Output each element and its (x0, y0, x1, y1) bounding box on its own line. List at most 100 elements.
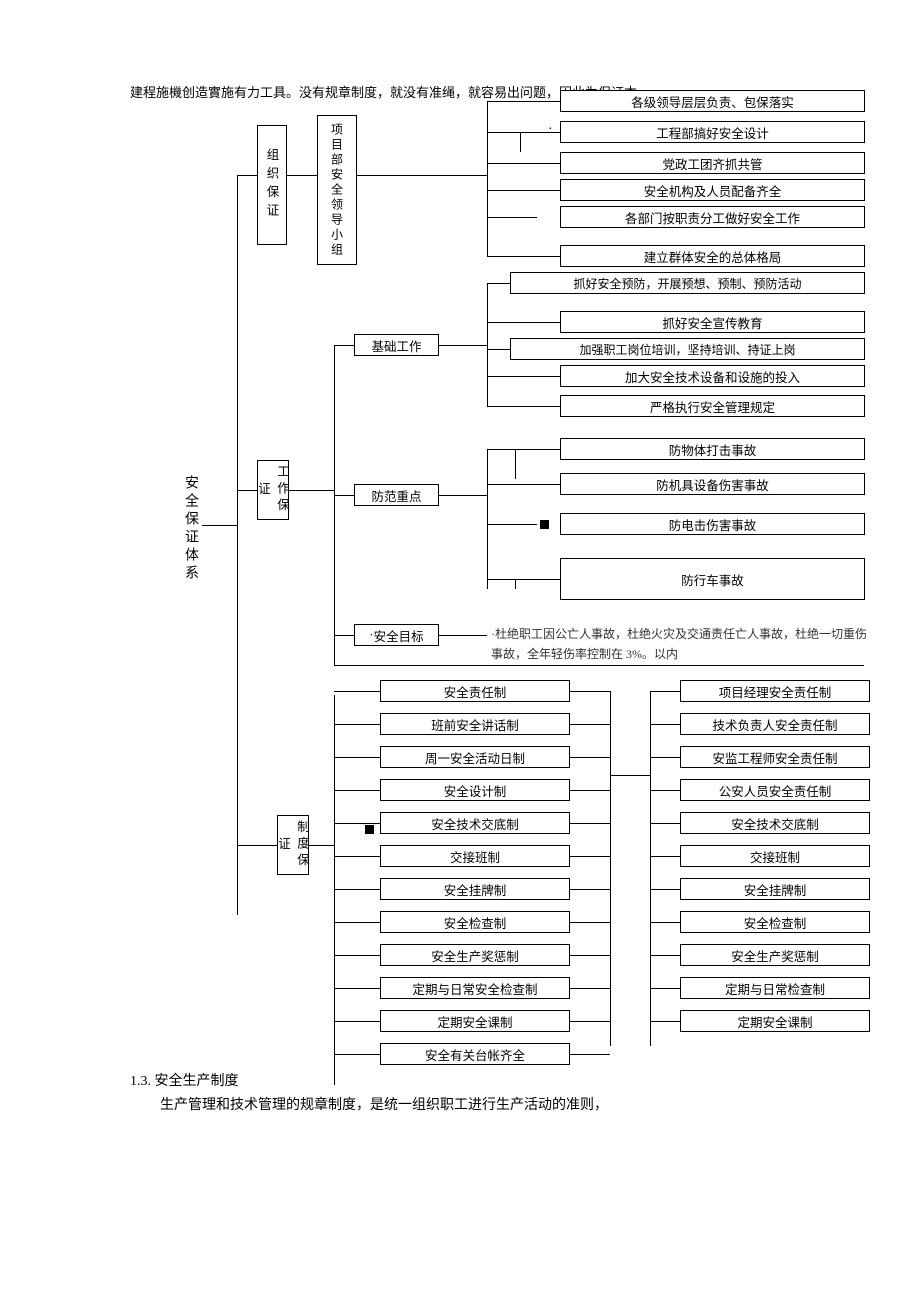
sys-left-item: 定期安全课制 (380, 1010, 570, 1032)
line (650, 922, 680, 923)
prevent-leaf: 防物体打击事故 (560, 438, 865, 460)
line (650, 757, 680, 758)
line (650, 988, 680, 989)
line (570, 988, 610, 989)
sys-left-item: 周一安全活动日制 (380, 746, 570, 768)
line (334, 495, 354, 496)
branch-org: 组织保证 (257, 125, 287, 245)
line (334, 856, 380, 857)
org-mid: 项目部安全领导小组 (317, 115, 357, 265)
section-133-heading: 1.3. 安全生产制度 (130, 1070, 239, 1090)
line (334, 1054, 380, 1055)
line (487, 349, 510, 350)
line (334, 955, 380, 956)
line (439, 635, 487, 636)
target-label: 安全目标 (374, 626, 424, 645)
line (439, 495, 487, 496)
sys-right-item: 安全挂牌制 (680, 878, 870, 900)
prevent-leaf: 防行车事故 (560, 558, 865, 600)
line (334, 635, 354, 636)
line (487, 283, 488, 407)
sys-right-item: 安监工程师安全责任制 (680, 746, 870, 768)
line (515, 579, 516, 589)
line (650, 856, 680, 857)
org-leaf: 党政工团齐抓共管 (560, 152, 865, 174)
line (487, 163, 560, 164)
line (334, 345, 335, 665)
line (650, 1021, 680, 1022)
line (334, 695, 335, 1085)
line (487, 376, 560, 377)
line (487, 101, 488, 256)
base-leaf: 抓好安全宣传教育 (560, 311, 865, 333)
work-target: · 安全目标 (354, 624, 439, 646)
sys-left-item: 安全挂牌制 (380, 878, 570, 900)
safety-diagram: 安全保证体系 组织保证 项目部安全领导小组 各级领导层层负责、包保落实 工程部搞… (40, 95, 880, 1085)
line (610, 691, 611, 1046)
section-title: 安全生产制度 (155, 1074, 239, 1089)
sys-left-item: 交接班制 (380, 845, 570, 867)
work-base: 基础工作 (354, 334, 439, 356)
org-leaf: 安全机构及人员配备齐全 (560, 179, 865, 201)
line (487, 283, 510, 284)
line (334, 988, 380, 989)
sys-right-item: 项目经理安全责任制 (680, 680, 870, 702)
line (570, 856, 610, 857)
section-133-body: 生产管理和技术管理的规章制度，是统一组织职工进行生产活动的准则， (160, 1095, 860, 1117)
sys-right-item: 安全生产奖惩制 (680, 944, 870, 966)
sys-left-item: 安全生产奖惩制 (380, 944, 570, 966)
line (487, 256, 560, 257)
line (334, 823, 380, 824)
branch-sys: 制度保证 (277, 815, 309, 875)
line (202, 525, 237, 526)
line (334, 889, 380, 890)
line (237, 845, 277, 846)
line (650, 724, 680, 725)
line (650, 955, 680, 956)
line (334, 691, 380, 692)
line (650, 691, 680, 692)
base-leaf: 加强职工岗位培训，坚持培训、持证上岗 (510, 338, 865, 360)
page: 建程施機创造實施有力工具。没有规章制度，就没有准绳，就容易出问题，因此为保证本 … (0, 0, 920, 1125)
line (439, 345, 487, 346)
line (237, 175, 238, 915)
sys-left-item: 定期与日常安全检查制 (380, 977, 570, 999)
line (520, 132, 521, 152)
line (237, 175, 257, 176)
sys-right-item: 技术负责人安全责任制 (680, 713, 870, 735)
line (570, 889, 610, 890)
sys-right-item: 安全检查制 (680, 911, 870, 933)
sys-left-item: 安全技术交底制 (380, 812, 570, 834)
line (650, 889, 680, 890)
line (487, 579, 560, 580)
line (334, 724, 380, 725)
sys-left-item: 安全有关台帐齐全 (380, 1043, 570, 1065)
line (570, 790, 610, 791)
line (334, 922, 380, 923)
base-leaf: 加大安全技术设备和设施的投入 (560, 365, 865, 387)
line (289, 490, 334, 491)
work-prevent: 防范重点 (354, 484, 439, 506)
line (570, 691, 610, 692)
line (287, 175, 317, 176)
line (309, 845, 334, 846)
line (515, 449, 516, 479)
line (570, 823, 610, 824)
prevent-leaf: 防机具设备伤害事故 (560, 473, 865, 495)
line (334, 1021, 380, 1022)
sys-right-item: 交接班制 (680, 845, 870, 867)
sys-right-item: 定期安全课制 (680, 1010, 870, 1032)
line (487, 406, 560, 407)
line (650, 691, 651, 1046)
line (570, 922, 610, 923)
line (487, 322, 560, 323)
base-leaf: 严格执行安全管理规定 (560, 395, 865, 417)
line (570, 724, 610, 725)
line (650, 790, 680, 791)
line (487, 190, 560, 191)
base-leaf: 抓好安全预防，开展预想、预制、预防活动 (510, 272, 865, 294)
sys-left-item: 安全责任制 (380, 680, 570, 702)
line (487, 484, 560, 485)
square-marker (365, 825, 374, 834)
line (487, 524, 537, 525)
